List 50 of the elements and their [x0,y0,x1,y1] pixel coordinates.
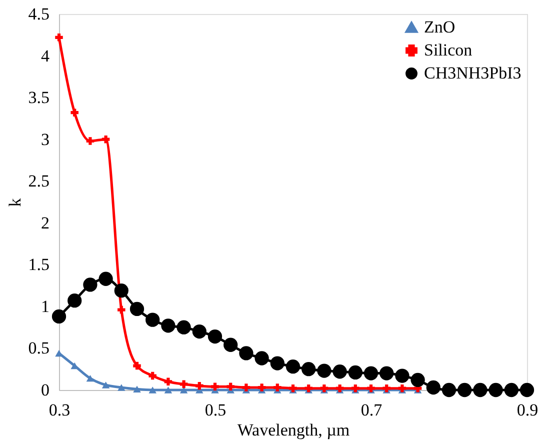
point [317,364,332,378]
legend-label: CH3NH3PbI3 [424,64,522,82]
point [130,302,144,316]
point [442,382,456,398]
x-axis-title: Wavelength, µm [237,420,350,440]
x-tick-label: 0.9 [516,400,538,420]
point [270,356,284,370]
point [426,380,440,395]
point [380,366,394,380]
point [410,372,425,388]
x-tick-label: 0.7 [360,400,383,420]
point [176,320,191,334]
point [52,309,66,324]
point [114,284,128,298]
y-tick-label: 3 [41,130,50,149]
legend-label: Silicon [424,40,473,60]
legend-label: ZnO [424,18,456,36]
point [286,360,300,374]
point [224,338,238,352]
point [83,278,98,292]
point [473,382,488,398]
point [302,362,316,376]
y-tick-label: 4 [41,46,50,66]
point [348,365,362,380]
point [520,382,534,398]
point [146,312,160,327]
point [488,382,503,398]
x-tick-label: 0.5 [204,400,226,420]
point [364,366,378,380]
point [192,324,206,339]
y-axis-title: k [5,198,24,207]
point [161,318,176,333]
point [98,272,113,286]
point [254,351,269,366]
y-tick-label: 1 [41,296,50,316]
y-tick-label: 4.5 [28,4,50,24]
point [208,329,222,344]
point [68,294,82,308]
point [239,346,254,360]
y-tick-label: 3.5 [28,88,50,108]
point [458,382,472,398]
x-tick-label: 0.3 [48,400,70,420]
y-tick-label: 2 [41,213,50,232]
point [332,364,347,379]
point [395,368,410,383]
y-tick-label: 0.5 [28,338,50,358]
point [504,382,518,398]
y-tick-label: 2.5 [28,172,50,191]
y-tick-label: 1.5 [28,255,50,274]
y-tick-label: 0 [41,380,50,400]
